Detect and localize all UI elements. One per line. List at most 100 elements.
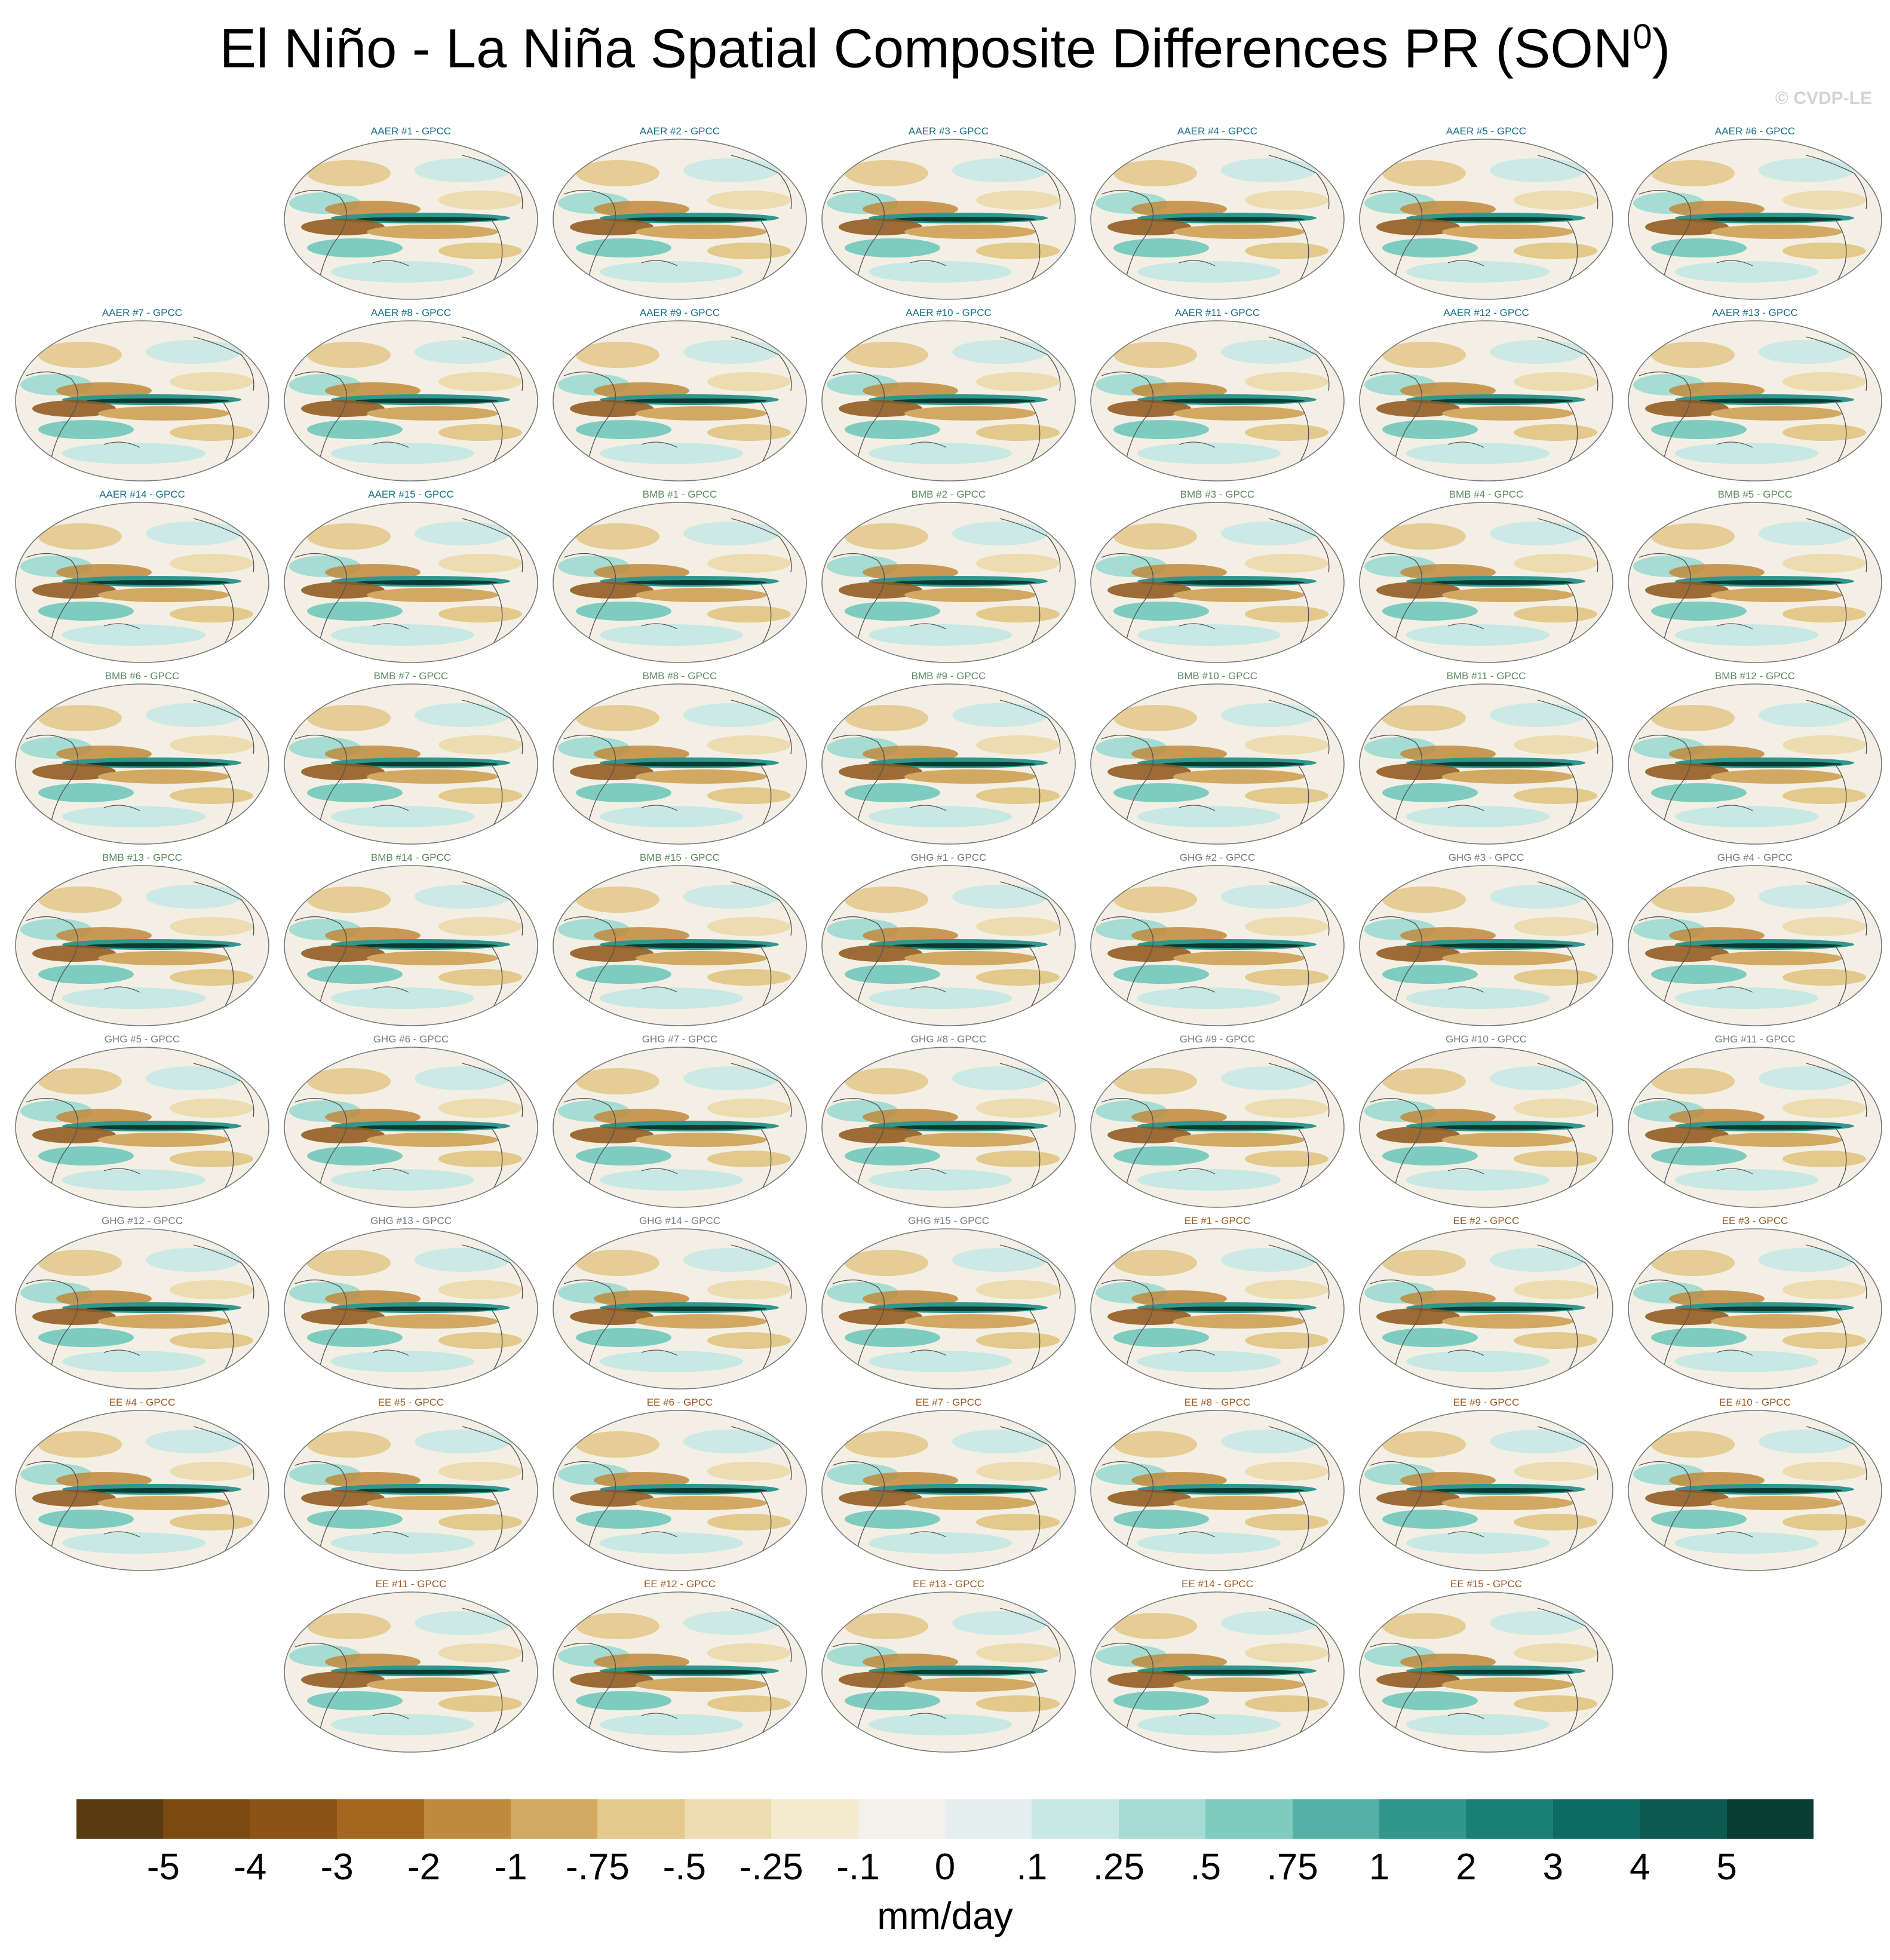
panel-title: EE #4 - GPCC <box>109 1397 176 1408</box>
panel-title: GHG #11 - GPCC <box>1714 1033 1796 1045</box>
watermark: © CVDP-LE <box>1775 88 1872 108</box>
panel-title: BMB #3 - GPCC <box>1180 489 1255 500</box>
panel-title: EE #6 - GPCC <box>646 1397 713 1408</box>
panel-title: AAER #6 - GPCC <box>1714 125 1796 137</box>
colorbar-tick-label: .5 <box>1190 1846 1222 1888</box>
panel-title: EE #14 - GPCC <box>1182 1578 1253 1590</box>
colorbar-tick-label: -5 <box>146 1846 180 1888</box>
map-panel: AAER #2 - GPCC <box>548 125 811 305</box>
robinson-map <box>1627 864 1883 1027</box>
colorbar-box <box>1032 1799 1119 1839</box>
map-panel: AAER #12 - GPCC <box>1355 307 1618 486</box>
panel-title: EE #13 - GPCC <box>913 1578 984 1590</box>
panel-title: BMB #4 - GPCC <box>1449 489 1524 500</box>
map-panel: BMB #12 - GPCC <box>1624 670 1886 849</box>
map-panel: GHG #3 - GPCC <box>1355 852 1618 1031</box>
robinson-map <box>14 864 270 1027</box>
panel-title: GHG #9 - GPCC <box>1179 1033 1256 1045</box>
map-panel: EE #15 - GPCC <box>1355 1578 1618 1757</box>
figure-title: El Niño - La Niña Spatial Composite Diff… <box>0 17 1890 81</box>
robinson-map <box>1090 682 1345 846</box>
panel-title: BMB #11 - GPCC <box>1446 670 1526 682</box>
colorbar-box <box>1466 1799 1554 1839</box>
colorbar-tick-label: -.75 <box>565 1846 630 1888</box>
colorbar-tick-label: 2 <box>1456 1846 1477 1888</box>
robinson-map <box>821 1590 1076 1754</box>
panel-title: GHG #4 - GPCC <box>1717 852 1793 863</box>
colorbar-box <box>597 1799 685 1839</box>
panel-title: BMB #10 - GPCC <box>1177 670 1258 682</box>
map-panel: GHG #14 - GPCC <box>548 1215 811 1394</box>
panel-title: BMB #9 - GPCC <box>911 670 986 682</box>
panel-title: EE #10 - GPCC <box>1719 1397 1791 1408</box>
panel-title: AAER #9 - GPCC <box>639 307 720 318</box>
robinson-map <box>1090 501 1345 664</box>
robinson-map <box>1090 1227 1345 1391</box>
map-panel: GHG #7 - GPCC <box>548 1033 811 1213</box>
panel-title: AAER #14 - GPCC <box>99 489 185 500</box>
map-panel: GHG #2 - GPCC <box>1086 852 1349 1031</box>
panel-title: EE #15 - GPCC <box>1450 1578 1522 1590</box>
robinson-map <box>1090 1590 1345 1754</box>
robinson-map <box>283 864 539 1027</box>
map-panel: GHG #1 - GPCC <box>817 852 1080 1031</box>
robinson-map <box>552 1227 808 1391</box>
colorbar-box <box>945 1799 1032 1839</box>
colorbar-box <box>511 1799 598 1839</box>
colorbar <box>76 1799 1814 1839</box>
colorbar-box <box>684 1799 772 1839</box>
map-panel: BMB #15 - GPCC <box>548 852 811 1031</box>
map-panel: BMB #6 - GPCC <box>11 670 274 849</box>
panel-title: AAER #12 - GPCC <box>1443 307 1529 318</box>
panel-grid: AAER #1 - GPCC AAER #2 - GPCC AAER #3 - GP… <box>0 125 1890 1768</box>
panel-title: AAER #2 - GPCC <box>639 125 720 137</box>
panel-title: GHG #8 - GPCC <box>910 1033 987 1045</box>
map-panel: EE #14 - GPCC <box>1086 1578 1349 1757</box>
colorbar-box <box>1552 1799 1640 1839</box>
robinson-map <box>1627 1045 1883 1209</box>
robinson-map <box>1090 319 1345 483</box>
map-panel: BMB #3 - GPCC <box>1086 489 1349 668</box>
panel-title: BMB #13 - GPCC <box>102 852 183 863</box>
colorbar-box <box>771 1799 859 1839</box>
map-panel: GHG #13 - GPCC <box>280 1215 542 1394</box>
robinson-map <box>283 1409 539 1572</box>
colorbar-tick-label: 4 <box>1629 1846 1650 1888</box>
map-panel: AAER #5 - GPCC <box>1355 125 1618 305</box>
robinson-map <box>552 1590 808 1754</box>
panel-title: EE #7 - GPCC <box>915 1397 982 1408</box>
colorbar-tick-label: .25 <box>1093 1846 1145 1888</box>
robinson-map <box>1358 1409 1614 1572</box>
colorbar-units: mm/day <box>877 1894 1013 1937</box>
map-panel: EE #6 - GPCC <box>548 1397 811 1576</box>
robinson-map <box>552 1045 808 1209</box>
panel-title: EE #8 - GPCC <box>1184 1397 1251 1408</box>
colorbar-tick-label: 0 <box>934 1846 956 1888</box>
colorbar-box <box>1118 1799 1206 1839</box>
map-panel: EE #2 - GPCC <box>1355 1215 1618 1394</box>
map-panel: AAER #4 - GPCC <box>1086 125 1349 305</box>
robinson-map <box>14 1409 270 1572</box>
panel-title: BMB #2 - GPCC <box>911 489 986 500</box>
colorbar-tick-label: -.1 <box>836 1846 880 1888</box>
map-panel: GHG #8 - GPCC <box>817 1033 1080 1213</box>
robinson-map <box>283 319 539 483</box>
robinson-map <box>552 501 808 664</box>
robinson-map <box>821 137 1076 301</box>
panel-title: BMB #1 - GPCC <box>642 489 717 500</box>
panel-title: GHG #10 - GPCC <box>1445 1033 1527 1045</box>
map-panel: GHG #10 - GPCC <box>1355 1033 1618 1213</box>
panel-title: AAER #3 - GPCC <box>908 125 989 137</box>
colorbar-tick-label: -3 <box>320 1846 354 1888</box>
panel-title: AAER #13 - GPCC <box>1712 307 1798 318</box>
panel-title: EE #9 - GPCC <box>1453 1397 1520 1408</box>
panel-title: EE #12 - GPCC <box>644 1578 716 1590</box>
robinson-map <box>1090 1045 1345 1209</box>
panel-title: GHG #5 - GPCC <box>104 1033 180 1045</box>
robinson-map <box>1358 319 1614 483</box>
map-panel: BMB #4 - GPCC <box>1355 489 1618 668</box>
robinson-map <box>552 1409 808 1572</box>
robinson-map <box>1090 137 1345 301</box>
panel-title: GHG #2 - GPCC <box>1179 852 1256 863</box>
map-panel: AAER #14 - GPCC <box>11 489 274 668</box>
